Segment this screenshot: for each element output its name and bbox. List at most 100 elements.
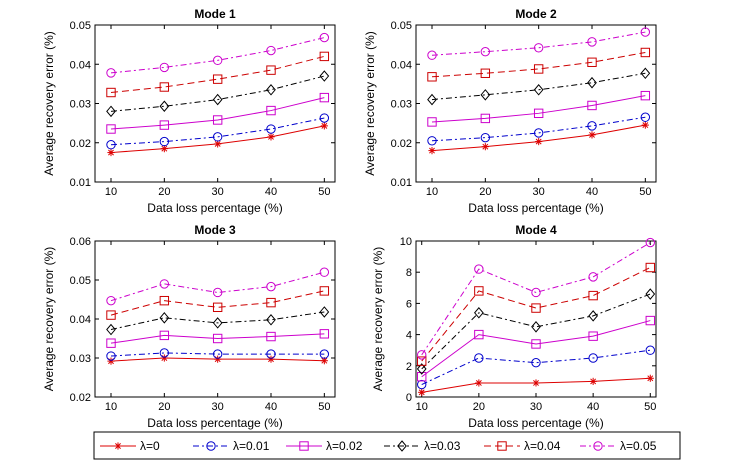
x-tick-label: 50 xyxy=(644,401,656,413)
x-tick-label: 10 xyxy=(426,186,438,198)
data-point xyxy=(106,295,116,306)
data-point xyxy=(267,133,275,141)
x-tick-label: 30 xyxy=(212,401,224,413)
legend-label: λ=0.03 xyxy=(424,439,461,453)
data-point xyxy=(212,287,223,298)
data-point xyxy=(319,32,330,43)
series-4 xyxy=(106,306,330,336)
y-tick-label: 0.02 xyxy=(70,392,91,404)
series-line xyxy=(110,97,325,130)
data-point xyxy=(640,67,651,80)
x-tick-label: 20 xyxy=(158,401,170,413)
data-point xyxy=(106,338,116,348)
x-axis-label: Data loss percentage (%) xyxy=(147,201,282,215)
data-point xyxy=(266,297,276,308)
data-point xyxy=(159,100,170,113)
data-point xyxy=(645,288,656,300)
data-point xyxy=(533,108,544,119)
legend-item-3: λ=0.02 xyxy=(286,439,363,453)
data-point xyxy=(588,310,598,322)
data-point xyxy=(106,323,116,336)
data-point xyxy=(106,351,116,361)
panel-title: Mode 4 xyxy=(515,223,557,237)
data-point xyxy=(320,122,328,130)
series-line xyxy=(431,95,646,123)
data-point xyxy=(319,267,330,277)
series-3 xyxy=(106,329,330,348)
data-point xyxy=(531,339,541,349)
data-point xyxy=(106,68,116,78)
x-tick-label: 10 xyxy=(105,401,117,413)
data-point xyxy=(159,120,170,130)
data-point xyxy=(212,74,223,84)
y-tick-label: 0.06 xyxy=(70,236,91,248)
series-6 xyxy=(427,27,651,60)
data-point xyxy=(319,92,330,103)
data-point xyxy=(480,89,491,101)
data-point xyxy=(266,65,276,75)
x-axis-label: Data loss percentage (%) xyxy=(468,201,603,215)
y-tick-label: 0.05 xyxy=(70,20,91,32)
data-point xyxy=(319,329,330,339)
x-axis-label: Data loss percentage (%) xyxy=(147,416,282,430)
legend-label: λ=0.02 xyxy=(326,439,363,453)
data-point xyxy=(107,148,115,157)
data-point xyxy=(588,290,598,301)
data-point xyxy=(266,281,276,292)
x-tick-label: 50 xyxy=(318,186,330,198)
panel-title: Mode 1 xyxy=(194,7,236,21)
data-point xyxy=(474,353,484,363)
data-point xyxy=(319,70,330,82)
plot-area xyxy=(415,240,657,398)
series-line xyxy=(110,271,325,302)
series-3 xyxy=(106,92,330,134)
data-point xyxy=(645,237,655,248)
panel-3: 10 20 30 40 50 0.02 0.03 0.04 0.05 0.06 Mode 3 Data… xyxy=(42,223,336,430)
data-point xyxy=(475,379,483,387)
data-point xyxy=(587,37,597,47)
x-tick-label: 30 xyxy=(533,186,545,198)
series-line xyxy=(431,31,646,56)
x-tick-label: 20 xyxy=(158,186,170,198)
data-point xyxy=(106,87,116,98)
x-tick-label: 30 xyxy=(212,186,224,198)
series-line xyxy=(421,267,651,362)
y-tick-label: 0.05 xyxy=(70,275,91,287)
data-point xyxy=(531,303,541,313)
y-tick-label: 0.04 xyxy=(70,59,91,71)
data-point xyxy=(427,50,437,60)
data-point xyxy=(645,262,655,273)
legend-item-2: λ=0.01 xyxy=(193,439,270,453)
data-point xyxy=(266,314,276,326)
legend-label: λ=0.01 xyxy=(233,439,270,453)
data-point xyxy=(418,388,426,396)
data-point xyxy=(266,349,276,359)
series-line xyxy=(110,311,325,331)
x-tick-label: 20 xyxy=(479,186,491,198)
data-point xyxy=(417,379,427,390)
series-line xyxy=(110,37,325,74)
series-4 xyxy=(427,67,651,106)
legend-marker xyxy=(397,440,407,452)
y-axis-label: Average recovery error (%) xyxy=(42,247,56,392)
data-point xyxy=(266,331,276,342)
data-point xyxy=(589,377,597,385)
data-point xyxy=(160,354,168,362)
y-tick-label: 0.05 xyxy=(391,20,412,32)
data-point xyxy=(640,27,651,37)
series-1 xyxy=(107,354,328,365)
series-1 xyxy=(428,121,649,155)
data-point xyxy=(212,317,223,329)
data-point xyxy=(106,310,116,320)
data-point xyxy=(531,321,541,333)
y-tick-label: 0.01 xyxy=(391,177,412,189)
series-2 xyxy=(417,345,655,390)
legend-marker xyxy=(299,441,309,451)
data-point xyxy=(533,43,544,53)
data-point xyxy=(588,131,596,139)
data-point xyxy=(587,76,597,89)
series-6 xyxy=(106,267,330,306)
y-tick-label: 0.02 xyxy=(70,138,91,150)
data-point xyxy=(427,93,437,106)
